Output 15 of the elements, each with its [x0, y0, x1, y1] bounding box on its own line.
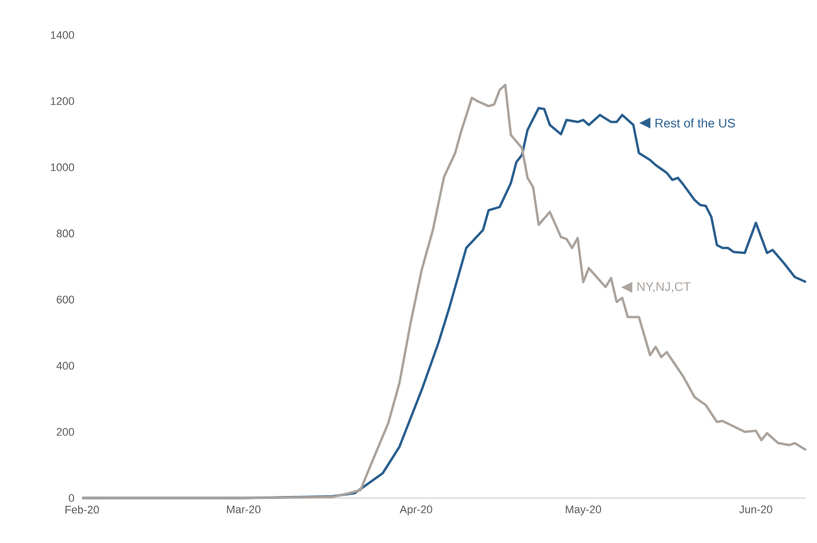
y-tick-label: 200 [56, 428, 74, 436]
x-tick-label: May-20 [566, 506, 602, 516]
y-tick-label: 600 [56, 296, 74, 304]
y-tick-label: 1000 [50, 163, 74, 172]
x-tick-label: Jun-20 [739, 506, 772, 514]
x-tick-label: Mar-20 [227, 506, 260, 514]
legend-label: Rest of the US [656, 118, 735, 128]
y-tick-label: 0 [68, 494, 74, 502]
y-tick-label: 1200 [50, 97, 74, 106]
y-tick-label: 400 [56, 362, 74, 370]
x-tick-label: Feb-20 [66, 506, 99, 514]
x-tick-label: Apr-20 [400, 506, 432, 516]
y-tick-label: 1400 [50, 31, 74, 39]
legend-label: NY,NJ,CT [637, 282, 691, 292]
y-tick-label: 800 [56, 230, 74, 238]
